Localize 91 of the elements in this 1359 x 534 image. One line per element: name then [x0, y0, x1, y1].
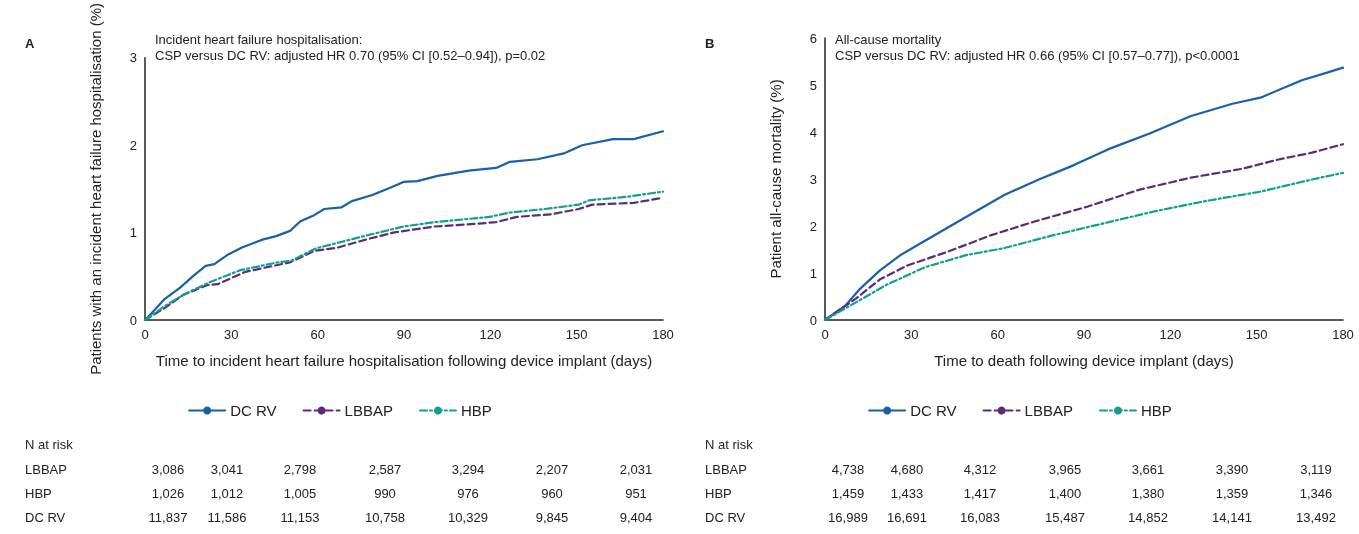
text: A: [25, 36, 35, 51]
text: LBBAP: [705, 462, 747, 477]
text: 976: [457, 486, 479, 501]
text: 3,661: [1131, 462, 1165, 477]
text: 1,005: [283, 486, 317, 501]
x-tick-label: 0: [141, 327, 149, 342]
x-tick-label: 90: [1076, 327, 1092, 342]
text: 9,404: [619, 510, 653, 525]
text: 3,965: [1048, 462, 1082, 477]
x-tick-label: 120: [479, 327, 502, 342]
x-tick-label: 0: [821, 327, 829, 342]
x-axis-title: Time to death following device implant (days): [934, 351, 1234, 369]
text: 14,852: [1128, 510, 1168, 525]
text: 10,329: [448, 510, 488, 525]
text: 16,691: [887, 510, 927, 525]
x-tick-label: 180: [652, 327, 674, 342]
x-tick-label: 30: [904, 327, 919, 342]
text: 16,989: [828, 510, 868, 525]
text: 16,083: [960, 510, 1000, 525]
text: 2,587: [368, 462, 402, 477]
text: 1,026: [151, 486, 185, 501]
y-tick-label: 0: [809, 312, 817, 328]
text: 4,680: [890, 462, 924, 477]
x-axis-title: Time to incident heart failure hospitalisation following device implant (days): [155, 351, 653, 369]
y-tick-label: 1: [809, 265, 817, 281]
text: 1,012: [210, 486, 244, 501]
text: 9,845: [535, 510, 569, 525]
text: 1,417: [963, 486, 997, 501]
text: 1,346: [1299, 486, 1333, 501]
text: 960: [541, 486, 563, 501]
text: HBP: [705, 486, 732, 501]
text: 10,758: [365, 510, 405, 525]
text: 951: [625, 486, 647, 501]
text: 4,738: [831, 462, 865, 477]
legend-label: DC RV: [230, 402, 277, 419]
x-tick-label: 60: [310, 327, 325, 342]
text: 1,459: [831, 486, 865, 501]
text: 3,119: [1300, 462, 1332, 477]
text: DC RV: [25, 510, 66, 525]
y-tick-label: 0: [129, 312, 137, 328]
y-tick-label: 3: [129, 50, 137, 66]
y-tick-label: 2: [809, 218, 817, 234]
y-tick-label: 3: [809, 171, 817, 187]
x-tick-label: 120: [1159, 327, 1182, 342]
legend-label: LBBAP: [1024, 402, 1073, 419]
x-tick-label: 90: [396, 327, 412, 342]
x-tick-label: 60: [990, 327, 1005, 342]
legend-label: HBP: [1140, 402, 1172, 419]
text: N at risk: [25, 437, 73, 452]
chart-title: Incident heart failure hospitalisation:: [155, 32, 363, 47]
x-tick-label: 150: [565, 327, 588, 342]
text: 3,294: [451, 462, 485, 477]
text: 11,153: [280, 510, 320, 525]
text: DC RV: [705, 510, 746, 525]
chart-title: All-cause mortality: [835, 32, 942, 47]
legend-label: LBBAP: [344, 402, 393, 419]
legend-label: HBP: [460, 402, 492, 419]
x-tick-label: 150: [1245, 327, 1268, 342]
text: 1,380: [1131, 486, 1165, 501]
text: N at risk: [705, 437, 753, 452]
y-axis-title: Patient all-cause mortality (%): [766, 79, 784, 279]
text: 2,207: [535, 462, 569, 477]
text: 990: [374, 486, 396, 501]
text: 3,086: [151, 462, 185, 477]
y-tick-label: 1: [129, 225, 137, 241]
text: 2,031: [619, 462, 653, 477]
y-tick-label: 4: [809, 124, 817, 140]
text: 13,492: [1296, 510, 1336, 525]
text: 1,359: [1215, 486, 1249, 501]
y-tick-label: 2: [129, 137, 137, 153]
text: 3,041: [210, 462, 244, 477]
y-tick-label: 6: [809, 30, 817, 46]
text: CSP versus DC RV: adjusted HR 0.66 (95% CI [0.57–0.77]), p<0.0001: [835, 48, 1240, 63]
y-axis-title: Patients with an incident heart failure hospitalisation (%): [86, 3, 104, 375]
x-tick-label: 180: [1332, 327, 1354, 342]
x-tick-label: 30: [224, 327, 239, 342]
text: 11,586: [207, 510, 247, 525]
text: 14,141: [1212, 510, 1252, 525]
y-tick-label: 5: [809, 77, 817, 93]
text: 1,433: [890, 486, 924, 501]
text: 11,837: [148, 510, 188, 525]
legend-label: DC RV: [910, 402, 957, 419]
chart-subtitle: CSP versus DC RV: adjusted HR 0.70 (95% CI [0.52–0.94]), p=0.02: [155, 48, 546, 63]
text: 3,390: [1215, 462, 1249, 477]
text: HBP: [25, 486, 52, 501]
text: B: [705, 36, 715, 51]
text: 15,487: [1045, 510, 1085, 525]
text: 4,312: [963, 462, 997, 477]
text: 2,798: [283, 462, 317, 477]
text: LBBAP: [25, 462, 67, 477]
text: 1,400: [1048, 486, 1082, 501]
